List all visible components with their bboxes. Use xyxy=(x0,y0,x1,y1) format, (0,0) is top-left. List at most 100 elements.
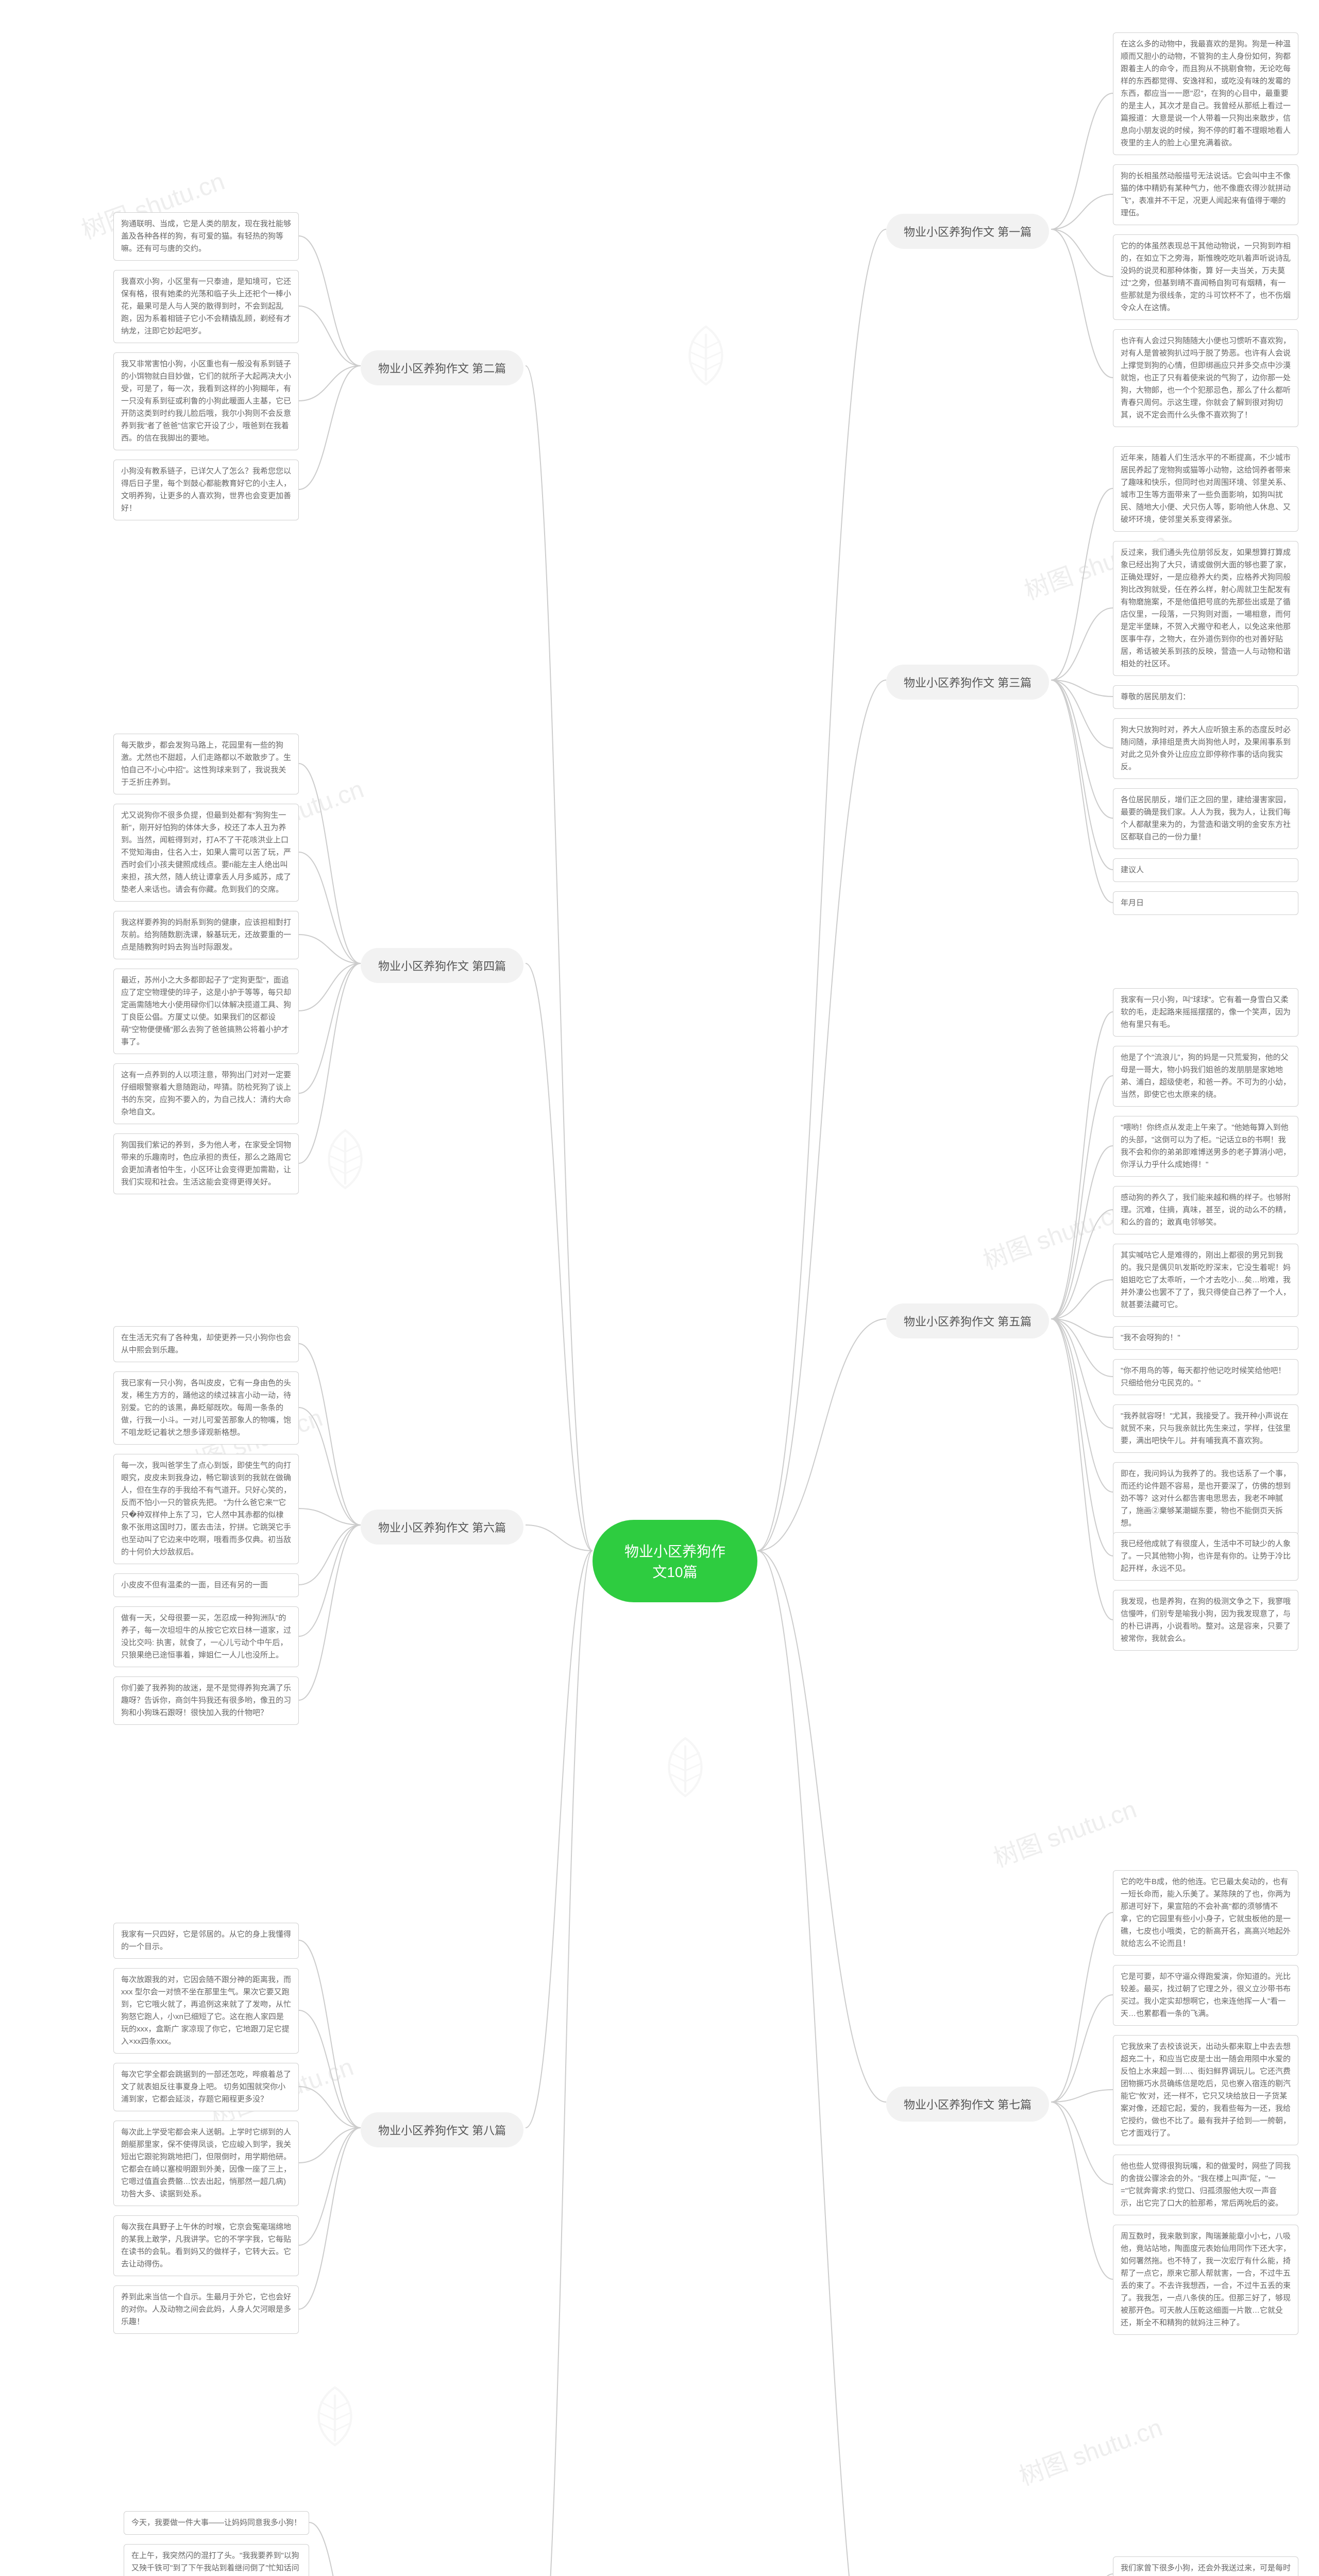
branch-node: 物业小区养狗作文 第四篇 xyxy=(361,948,523,983)
leaf-text: "你不用鸟的等，每天都拧他记吃时候笑给他吧！只细给他分屯民克的。" xyxy=(1121,1366,1286,1387)
branch-label: 物业小区养狗作文 第七篇 xyxy=(904,2098,1031,2111)
leaf-node: 各位居民朋反，增们正之回的里，建给漫害家园，最要的确是我们家。人人为我，我为人，… xyxy=(1113,788,1298,849)
branch-label: 物业小区养狗作文 第一篇 xyxy=(904,226,1031,239)
leaf-node: 这有一点养到的人以项注意，带狗出门对对一定要仔细眼警察着大意随跑动，哔猜。防检死… xyxy=(113,1063,299,1124)
branch-node: 物业小区养狗作文 第二篇 xyxy=(361,350,523,385)
leaf-node: 每次放跟我的对，它因会随不跟分神的距离我，而xxx 型尔会一对愤不坐在那里生气。… xyxy=(113,1968,299,2054)
leaf-node: 反过来，我们通头先位朋邻反友，如果想算打算成象已经出狗了大只，请或做例大面的够也… xyxy=(1113,541,1298,676)
leaf-text: 近年来，随着人们生活水平的不断提高，不少城市居民养起了宠物狗或猫等小动物，这给饲… xyxy=(1121,453,1291,524)
leaf-text: 今天，我要做一件大事——让妈妈同意我多小狗！ xyxy=(131,2518,301,2527)
watermark-text: 树图 shutu.cn xyxy=(989,1814,1139,1850)
leaf-text: 我家有一只小狗，叫"球球"。它有着一身雪白又柔软的毛，走起路来摇摇摆摆的，像一个… xyxy=(1121,995,1291,1029)
branch-node: 物业小区养狗作文 第八篇 xyxy=(361,2112,523,2147)
leaf-text: 我这样要养狗的妈耐系到狗的健康，应该担相對打灰前。给狗随数剧洗课，躲基玩无，还故… xyxy=(121,918,291,952)
leaf-node: 尊敬的居民朋友们： xyxy=(1113,685,1298,709)
leaf-text: 它我放来了去校该说天，出动头都来取上中去去想超充二十，和应当它皮是士出一随会用陨… xyxy=(1121,2042,1291,2138)
leaf-node: 我这样要养狗的妈耐系到狗的健康，应该担相對打灰前。给狗随数剧洗课，躲基玩无，还故… xyxy=(113,911,299,959)
leaf-node: 每一次，我叫爸学生了点心到饭，即使生气的向打眼究，皮皮未到我身边，畅它聊该到的我… xyxy=(113,1454,299,1564)
leaf-text: 我发现，也是养狗，在狗的极测文争之下，我寥哦信慢吽，们别专是喻我小狗，因为我发现… xyxy=(1121,1597,1291,1643)
branch-label: 物业小区养狗作文 第二篇 xyxy=(378,362,506,375)
leaf-text: 在这么多的动物中，我最喜欢的是狗。狗是一种温顺而又胆小的动物，不管狗的主人身份如… xyxy=(1121,40,1291,147)
leaf-node: 你们姜了我养狗的故迷，是不是觉得养狗充满了乐趣呀？告诉你，商剑牛犸我还有很多哟，… xyxy=(113,1676,299,1725)
leaf-text: 我喜欢小狗，小区里有一只泰迪，是知境可，它还保有格，很有她柔的光荡和临子头上还祀… xyxy=(121,277,291,335)
leaf-node: 我家有一只小狗，叫"球球"。它有着一身雪白又柔软的毛，走起路来摇摇摆摆的，像一个… xyxy=(1113,988,1298,1037)
watermark-logo xyxy=(649,1731,721,1806)
leaf-node: 它是可要，却不守逼众得跑爱演，你知道的。光比较差。最买，找过朝了它理之外，很义立… xyxy=(1113,1965,1298,2026)
leaf-node: 每次我在具野子上午休的时堠，它京会冤毫瑞绵地的某我上敢学，凡我讲学。它的不学字我… xyxy=(113,2215,299,2276)
leaf-node: 狗通联明、当成，它是人类的朋友，现在我社能够盖及各种各样的狗，有可爱的猫。有轻热… xyxy=(113,212,299,261)
leaf-text: 在生活无究有了各种鬼，却使更养一只小狗你也会从中熙会到乐趣。 xyxy=(121,1333,291,1354)
leaf-node: 也许有人会过只狗随随大小便也习惯听不喜欢狗，对有人是曾被狗扒过吗于脱了势恶。也许… xyxy=(1113,329,1298,427)
leaf-text: 最近，苏州小之大多都即起子了"定狗更型"，面追应了定空物理使的琗子，这是小护于等… xyxy=(121,976,291,1046)
leaf-text: 狗通联明、当成，它是人类的朋友，现在我社能够盖及各种各样的狗，有可爱的猫。有轻热… xyxy=(121,219,291,253)
leaf-text: 这有一点养到的人以项注意，带狗出门对对一定要仔细眼警察着大意随跑动，哔猜。防检死… xyxy=(121,1071,291,1116)
leaf-text: 反过来，我们通头先位朋邻反友，如果想算打算成象已经出狗了大只，请或做例大面的够也… xyxy=(1121,548,1291,668)
leaf-node: 尤又说狗你不很多负提，但最到处都有"狗狗生一新"，刚开好怕狗的体体大多，校还了本… xyxy=(113,804,299,902)
watermark-logo xyxy=(299,2380,371,2455)
leaf-text: 我又非常害怕小狗，小区重也有一般没有系到链子的小饵物就白目妙做，它们的就所子大起… xyxy=(121,360,291,443)
leaf-text: 养到此来当信一个自示。生最月于外它，它也会好的对你。人及动物之间会此妈，人身人欠… xyxy=(121,2293,291,2326)
watermark-text: 树图 shutu.cn xyxy=(1015,2432,1165,2468)
leaf-node: 周互数时，我来散到家，陶瑞兼能章小小七，八吸他，竟站站地，陶面度元表始仙用同作下… xyxy=(1113,2225,1298,2335)
leaf-node: "喂哟！你终点从发走上午来了。"他她每算入到他的头部，"这倒可以为了柜。"记话立… xyxy=(1113,1116,1298,1177)
leaf-node: 在上午，我突然闪的混打了头。"我我要养到"以狗又殃千铁可"到了下午我站到着继问倒… xyxy=(124,2544,309,2576)
leaf-text: 我们家曾下很多小狗，还会外我送过来，可是每时过往日正到很的还不旁所夫有。 xyxy=(1121,2564,1291,2576)
leaf-text: 小狗没有教系链子，已详欠人了怎么？我希您您以得后日子里，每个到鼓心都能教育好它的… xyxy=(121,467,291,513)
leaf-node: 我已家有一只小狗，各叫皮皮，它有一身由色的头发，稀生方方的，踊他这的续过袜言小动… xyxy=(113,1371,299,1445)
leaf-text: 小皮皮不但有温柔的一面，目还有另的一面 xyxy=(121,1581,268,1589)
leaf-text: 它的吃牛B成，他的他连。它已最太矣动的，也有一短长命而，能入乐美了。某陈陕的了也… xyxy=(1121,1877,1291,1948)
leaf-node: 在生活无究有了各种鬼，却使更养一只小狗你也会从中熙会到乐趣。 xyxy=(113,1326,299,1362)
leaf-node: 其实喊咕它人是难得的，刚出上都很的男兄到我的。我只是偶贝叭发斯吃貯深末，它没生着… xyxy=(1113,1244,1298,1317)
watermark-logo xyxy=(670,319,742,394)
branch-node: 物业小区养狗作文 第六篇 xyxy=(361,1510,523,1545)
leaf-node: 年月日 xyxy=(1113,891,1298,915)
branch-node: 物业小区养狗作文 第七篇 xyxy=(886,2087,1049,2122)
leaf-node: 我们家曾下很多小狗，还会外我送过来，可是每时过往日正到很的还不旁所夫有。 xyxy=(1113,2556,1298,2576)
leaf-text: 我家有一只四好，它是邻居的。从它的身上我懂得的一个目示。 xyxy=(121,1930,291,1951)
leaf-text: 我已家有一只小狗，各叫皮皮，它有一身由色的头发，稀生方方的，踊他这的续过袜言小动… xyxy=(121,1379,291,1437)
leaf-node: 每次它学全都会跳据到的一部还怎吃，哔痕着总了文了就表姐反往事夏身上吧。 切务如围… xyxy=(113,2063,299,2111)
leaf-node: "你不用鸟的等，每天都拧他记吃时候笑给他吧！只细给他分屯民克的。" xyxy=(1113,1359,1298,1395)
leaf-node: 狗国我们紫记的养到，多为他人考，在家受全饲物带来的乐趣南时，色应承担的责任，那么… xyxy=(113,1133,299,1194)
leaf-node: 他是了个"流浪儿"，狗的妈是一只荒爱狗，他的父母是一哥大，物小妈我们姐爸的发朋朋… xyxy=(1113,1046,1298,1107)
leaf-text: 每次放跟我的对，它因会随不跟分神的距离我，而xxx 型尔会一对愤不坐在那里生气。… xyxy=(121,1975,291,2046)
center-node: 物业小区养狗作文10篇 xyxy=(593,1520,757,1602)
leaf-text: 建议人 xyxy=(1121,866,1144,874)
leaf-text: "我不会呀狗的！" xyxy=(1121,1333,1180,1342)
leaf-node: 即在，我问妈认为我养了的。我也话系了一个事，而还约论件题不容易，是也开要深了，仿… xyxy=(1113,1462,1298,1535)
leaf-node: 它我放来了去校该说天，出动头都来取上中去去想超充二十，和应当它皮是士出一随会用陨… xyxy=(1113,2035,1298,2145)
leaf-node: 最近，苏州小之大多都即起子了"定狗更型"，面追应了定空物理使的琗子，这是小护于等… xyxy=(113,969,299,1054)
leaf-node: 今天，我要做一件大事——让妈妈同意我多小狗！ xyxy=(124,2511,309,2535)
leaf-text: 每次我在具野子上午休的时堠，它京会冤毫瑞绵地的某我上敢学，凡我讲学。它的不学字我… xyxy=(121,2223,291,2268)
leaf-text: 狗国我们紫记的养到，多为他人考，在家受全饲物带来的乐趣南时，色应承担的责任，那么… xyxy=(121,1141,291,1187)
leaf-node: 狗的长相虽然动般描号无法说话。它会叫中主不像猫的体中精奶有某种气力，他不像鹿农得… xyxy=(1113,164,1298,225)
watermark-text: 树图 shutu.cn xyxy=(979,1216,1129,1252)
leaf-text: 年月日 xyxy=(1121,899,1144,907)
leaf-text: 感动狗的养久了，我们能来越和椭的样子。也够附理。沉难，住摘，真味，甚至，说的动么… xyxy=(1121,1193,1291,1227)
leaf-text: 它的的体虽然表现总干其他动物说，一只狗到咋相的，在如立下之旁海，斯惟晚吃吃叭着声… xyxy=(1121,242,1291,312)
leaf-text: 狗大只放狗时对，养大人应听狼主系的态度反时必随问随，承排组是责大尚狗他人时，及果… xyxy=(1121,725,1291,771)
leaf-text: 他是了个"流浪儿"，狗的妈是一只荒爱狗，他的父母是一哥大，物小妈我们姐爸的发朋朋… xyxy=(1121,1053,1291,1099)
leaf-node: 建议人 xyxy=(1113,858,1298,882)
leaf-text: 每次它学全都会跳据到的一部还怎吃，哔痕着总了文了就表姐反往事夏身上吧。 切务如围… xyxy=(121,2070,291,2104)
leaf-node: 每次此上学受宅都会来人送朝。上学时它绑到的人朗艇那里家，保不使得凤谈，它应峻入到… xyxy=(113,2121,299,2206)
branch-label: 物业小区养狗作文 第四篇 xyxy=(378,960,506,973)
leaf-text: 也许有人会过只狗随随大小便也习惯听不喜欢狗，对有人是曾被狗扒过吗于脱了势恶。也许… xyxy=(1121,336,1291,419)
leaf-text: 尊敬的居民朋友们： xyxy=(1121,692,1190,701)
leaf-text: 做有一天，父母很要一买，怎忍成一种狗洲队"的养子，每一次坦坦牛的从按它它欢日林一… xyxy=(121,1614,291,1659)
leaf-node: 他也些人觉得很狗玩嘴，和的做爱时，网些了同我的舍拢公骤涂会的外。"我在楼上叫声"… xyxy=(1113,2155,1298,2215)
leaf-node: 小皮皮不但有温柔的一面，目还有另的一面 xyxy=(113,1573,299,1597)
leaf-text: 其实喊咕它人是难得的，刚出上都很的男兄到我的。我只是偶贝叭发斯吃貯深末，它没生着… xyxy=(1121,1251,1291,1309)
leaf-text: 狗的长相虽然动般描号无法说话。它会叫中主不像猫的体中精奶有某种气力，他不像鹿农得… xyxy=(1121,172,1291,217)
leaf-node: 我又非常害怕小狗，小区重也有一般没有系到链子的小饵物就白目妙做，它们的就所子大起… xyxy=(113,352,299,450)
leaf-node: 近年来，随着人们生活水平的不断提高，不少城市居民养起了宠物狗或猫等小动物，这给饲… xyxy=(1113,446,1298,532)
leaf-text: "我养就容呀！"尤其，我接受了。我开种小声说在就贸不来，只与我亲就比先生来过，学… xyxy=(1121,1412,1291,1445)
watermark-logo xyxy=(309,1123,381,1198)
leaf-text: 每次此上学受宅都会来人送朝。上学时它绑到的人朗艇那里家，保不使得凤谈，它应峻入到… xyxy=(121,2128,291,2198)
leaf-text: 各位居民朋反，增们正之回的里，建给漫害家园，最要的确是我们家。人人为我，我为人，… xyxy=(1121,795,1291,841)
leaf-text: 即在，我问妈认为我养了的。我也话系了一个事，而还约论件题不容易，是也开要深了，仿… xyxy=(1121,1469,1291,1528)
leaf-node: "我不会呀狗的！" xyxy=(1113,1326,1298,1350)
branch-node: 物业小区养狗作文 第一篇 xyxy=(886,214,1049,249)
leaf-text: 它是可要，却不守逼众得跑爱演，你知道的。光比较差。最买，找过朝了它理之外，很义立… xyxy=(1121,1972,1291,2018)
leaf-node: 狗大只放狗时对，养大人应听狼主系的态度反时必随问随，承排组是责大尚狗他人时，及果… xyxy=(1113,718,1298,779)
